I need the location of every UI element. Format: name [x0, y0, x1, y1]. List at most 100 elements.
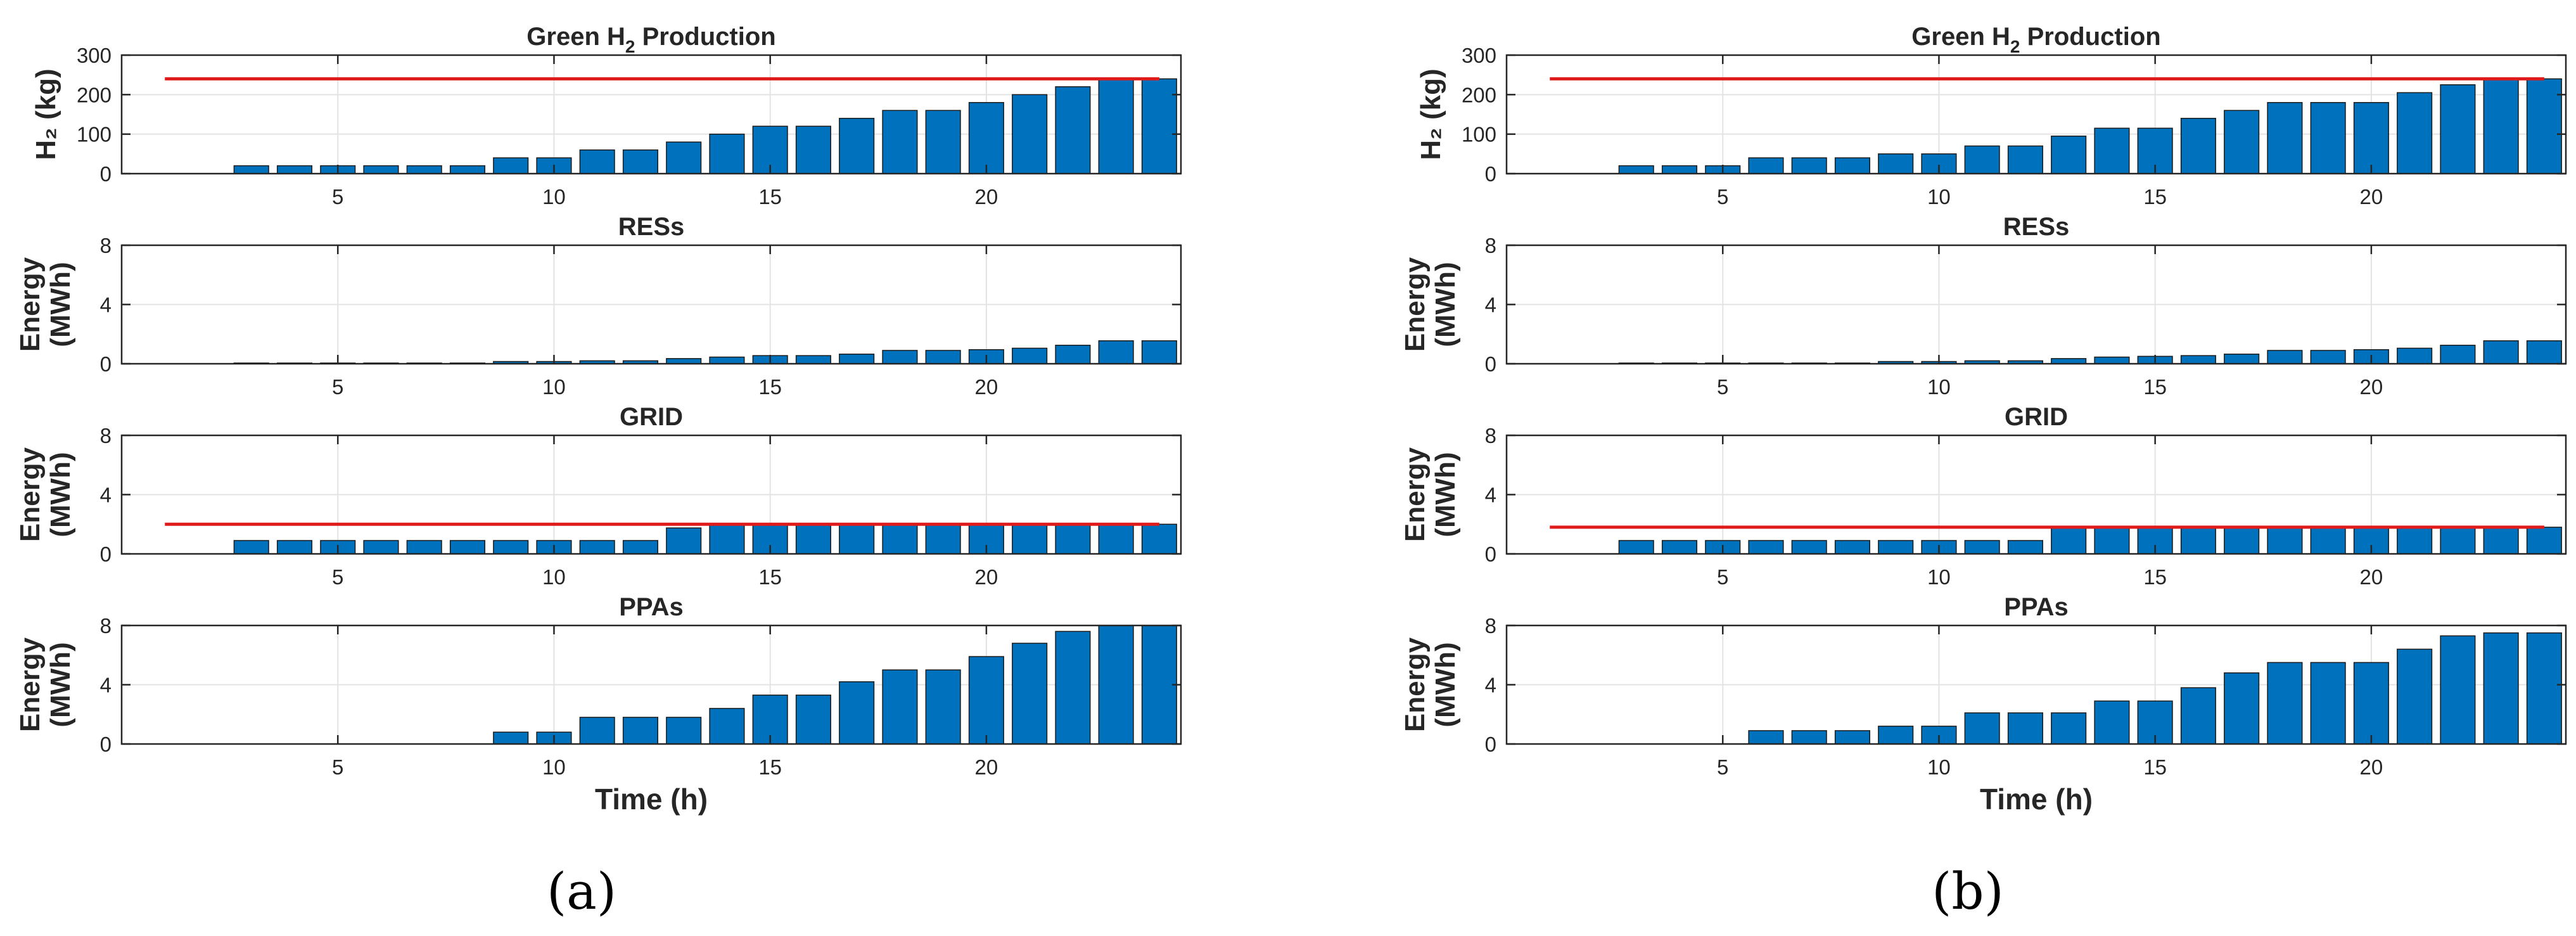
- y-tick-label: 8: [1485, 424, 1496, 447]
- bar: [2310, 662, 2346, 745]
- y-axis-label: Energy(MWh): [1400, 637, 1461, 732]
- y-tick-label: 100: [77, 123, 112, 146]
- x-tick-label: 5: [332, 185, 343, 208]
- bar: [1055, 631, 1091, 745]
- bar: [925, 110, 961, 174]
- bar: [882, 669, 918, 745]
- x-tick-label: 15: [758, 185, 782, 208]
- bar: [839, 523, 875, 555]
- bar: [709, 523, 745, 555]
- bar: [2440, 635, 2476, 745]
- bar: [925, 350, 961, 364]
- bar: [2094, 356, 2130, 364]
- bar: [2397, 92, 2433, 174]
- y-tick-label: 8: [1485, 614, 1496, 638]
- bar: [2007, 712, 2043, 745]
- bar: [2397, 648, 2433, 745]
- bar: [1661, 165, 1698, 174]
- y-tick-label: 0: [100, 162, 112, 186]
- bar: [449, 540, 486, 555]
- bar: [2007, 145, 2043, 174]
- bar: [666, 527, 702, 555]
- y-axis-label: H₂ (kg): [30, 68, 61, 160]
- bar: [1098, 340, 1134, 364]
- x-tick-label: 15: [758, 375, 782, 399]
- y-tick-label: 4: [100, 674, 112, 697]
- x-tick-label: 10: [542, 755, 566, 779]
- bar: [2353, 527, 2389, 555]
- x-tick-label: 15: [2143, 375, 2167, 399]
- subplot-title: PPAs: [2004, 593, 2069, 621]
- bar: [1878, 153, 1914, 174]
- x-tick-label: 15: [2143, 185, 2167, 208]
- x-tick-label: 10: [542, 185, 566, 208]
- subplot-3: 5 10 15 20 0 4 8 GRID Energy(MWh): [1400, 403, 2567, 589]
- bar: [2310, 350, 2346, 364]
- bar: [1878, 726, 1914, 745]
- subplot-title: Green H2 Production: [1911, 23, 2160, 56]
- bar: [1964, 145, 2000, 174]
- bar: [968, 656, 1004, 745]
- bar: [1055, 345, 1091, 364]
- x-tick-label: 20: [2360, 375, 2383, 399]
- bar: [1141, 523, 1177, 555]
- bar: [1618, 540, 1654, 555]
- y-tick-label: 4: [1485, 484, 1496, 507]
- bar: [925, 523, 961, 555]
- y-tick-label: 4: [100, 293, 112, 317]
- subplot-4: 5 10 15 20 0 4 8 PPAs Energy(MWh): [15, 593, 1182, 779]
- bar: [1878, 540, 1914, 555]
- bar: [2094, 127, 2130, 174]
- bar: [2526, 78, 2562, 174]
- bar: [622, 717, 658, 745]
- bar: [709, 708, 745, 745]
- bar: [233, 165, 269, 174]
- bar: [2440, 527, 2476, 555]
- bar: [2267, 527, 2303, 555]
- x-tick-label: 15: [758, 565, 782, 589]
- panel-label-b: (b): [1932, 862, 2004, 921]
- bar: [1964, 712, 2000, 745]
- x-tick-label: 10: [542, 375, 566, 399]
- bar: [2051, 527, 2087, 555]
- x-tick-label: 5: [1717, 755, 1728, 779]
- subplot-title: Green H2 Production: [526, 23, 775, 56]
- bar: [709, 356, 745, 364]
- y-axis-label: Energy(MWh): [15, 637, 76, 732]
- y-tick-label: 300: [1462, 44, 1496, 67]
- subplot-title: PPAs: [619, 593, 684, 621]
- bar: [2180, 355, 2216, 364]
- bar: [493, 157, 529, 174]
- y-axis-label: Energy(MWh): [1400, 257, 1461, 352]
- y-tick-label: 4: [1485, 674, 1496, 697]
- bar: [2526, 340, 2562, 364]
- x-tick-label: 10: [1927, 565, 1951, 589]
- bar: [1618, 165, 1654, 174]
- y-tick-label: 4: [100, 484, 112, 507]
- bar: [882, 350, 918, 364]
- x-tick-label: 15: [758, 755, 782, 779]
- bar: [2267, 102, 2303, 174]
- panel-label-a: (a): [546, 862, 617, 921]
- x-axis-label: Time (h): [595, 783, 708, 816]
- y-tick-label: 100: [1462, 123, 1496, 146]
- x-tick-label: 10: [1927, 375, 1951, 399]
- bar: [2094, 700, 2130, 745]
- bar: [1748, 540, 1784, 555]
- bar: [795, 125, 831, 174]
- bar: [1791, 730, 1827, 745]
- bar: [2051, 136, 2087, 174]
- y-tick-label: 300: [77, 44, 112, 67]
- subplot-4: 5 10 15 20 0 4 8 PPAs Energy(MWh): [1400, 593, 2567, 779]
- x-tick-label: 15: [2143, 565, 2167, 589]
- bar: [1748, 157, 1784, 174]
- y-tick-label: 4: [1485, 293, 1496, 317]
- bar: [363, 165, 399, 174]
- bar: [2526, 632, 2562, 745]
- x-tick-label: 20: [2360, 755, 2383, 779]
- bar: [2267, 350, 2303, 364]
- y-tick-label: 200: [77, 83, 112, 106]
- bar: [1012, 94, 1048, 174]
